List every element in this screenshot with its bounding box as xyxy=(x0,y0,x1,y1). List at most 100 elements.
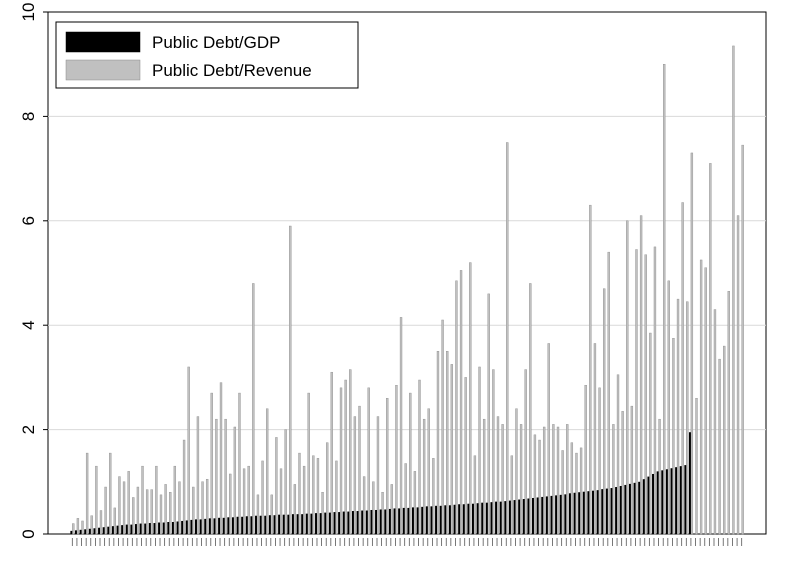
bar-debt-gdp xyxy=(319,513,322,534)
bar-debt-revenue xyxy=(182,439,186,535)
bar-debt-revenue xyxy=(362,476,366,535)
bar-debt-revenue xyxy=(261,460,264,535)
bar-debt-gdp xyxy=(407,507,410,534)
bar-debt-revenue xyxy=(192,486,195,535)
bar-debt-gdp xyxy=(398,508,401,534)
bar-debt-gdp xyxy=(508,500,511,534)
bar-debt-gdp xyxy=(347,511,350,534)
bar-debt-gdp xyxy=(310,513,313,534)
bar-debt-revenue xyxy=(159,494,163,535)
bar-debt-revenue xyxy=(732,45,735,535)
bar-debt-revenue xyxy=(598,387,601,535)
bar-debt-gdp xyxy=(453,504,456,534)
x-axis-ticks xyxy=(71,538,743,546)
bar-debt-revenue xyxy=(607,251,610,535)
bar-debt-revenue xyxy=(321,492,324,535)
bar-debt-gdp xyxy=(195,519,197,534)
bar-debt-revenue xyxy=(455,280,458,535)
bar-debt-gdp xyxy=(74,530,77,534)
bar-debt-gdp xyxy=(430,506,433,534)
bar-debt-gdp xyxy=(527,498,530,534)
bar-debt-revenue xyxy=(109,452,112,535)
bar-debt-revenue xyxy=(187,366,190,535)
bar-debt-gdp xyxy=(504,501,507,534)
bar-debt-gdp xyxy=(305,513,308,534)
bar-debt-gdp xyxy=(393,508,396,534)
bar-debt-revenue xyxy=(441,319,444,535)
bar-debt-gdp xyxy=(656,471,659,534)
bar-debt-gdp xyxy=(688,432,691,534)
bar-debt-gdp xyxy=(679,466,682,534)
bar-debt-gdp xyxy=(287,514,290,534)
bar-debt-revenue xyxy=(145,489,149,535)
bar-debt-revenue xyxy=(256,494,260,535)
bar-debt-revenue xyxy=(556,426,560,535)
bar-debt-gdp xyxy=(264,515,267,534)
bar-debt-revenue xyxy=(344,379,347,535)
bar-debt-revenue xyxy=(519,424,523,535)
bar-debt-gdp xyxy=(555,495,558,534)
bar-debt-revenue xyxy=(566,424,569,535)
bar-debt-revenue xyxy=(612,424,615,535)
bar-debt-gdp xyxy=(448,505,451,534)
bar-debt-gdp xyxy=(582,491,585,534)
bar-debt-gdp xyxy=(268,515,271,534)
bar-debt-revenue xyxy=(579,447,583,535)
bar-debt-gdp xyxy=(291,514,294,534)
bar-debt-revenue xyxy=(492,369,495,535)
bar-debt-revenue xyxy=(284,429,287,535)
bar-debt-revenue xyxy=(252,283,255,535)
y-tick-label: 0 xyxy=(19,529,38,538)
bar-debt-revenue xyxy=(289,225,292,535)
bar-debt-revenue xyxy=(90,515,93,535)
bar-debt-gdp xyxy=(573,492,576,534)
bar-debt-gdp xyxy=(633,482,636,534)
bar-debt-revenue xyxy=(686,301,689,535)
bar-debt-revenue xyxy=(76,518,80,535)
bar-debt-gdp xyxy=(439,505,442,534)
bar-debt-gdp xyxy=(476,503,479,534)
y-tick-label: 2 xyxy=(19,425,38,434)
bar-debt-gdp xyxy=(278,514,281,534)
bar-debt-gdp xyxy=(587,491,590,534)
bar-debt-revenue xyxy=(326,442,329,535)
bar-debt-revenue xyxy=(589,204,592,535)
y-tick-label: 4 xyxy=(19,320,38,329)
bar-debt-revenue xyxy=(510,455,514,535)
bar-debt-revenue xyxy=(372,481,375,535)
bar-debt-gdp xyxy=(148,523,151,534)
bar-debt-gdp xyxy=(652,473,654,534)
bar-debt-gdp xyxy=(130,524,133,534)
bar-debt-revenue xyxy=(524,369,527,535)
bar-debt-revenue xyxy=(132,497,135,535)
bar-debt-gdp xyxy=(485,502,488,534)
bar-debt-gdp xyxy=(167,521,170,534)
bar-debt-revenue xyxy=(330,371,333,535)
bar-debt-gdp xyxy=(421,506,424,534)
bar-debt-gdp xyxy=(425,506,428,534)
bar-debt-gdp xyxy=(462,504,465,534)
bar-debt-gdp xyxy=(471,503,474,534)
bar-debt-gdp xyxy=(610,488,613,534)
bar-debt-gdp xyxy=(296,514,299,534)
bar-debt-revenue xyxy=(709,163,712,535)
bar-debt-revenue xyxy=(302,465,306,535)
bar-debt-revenue xyxy=(704,267,707,535)
bar-debt-revenue xyxy=(353,416,357,535)
bar-debt-revenue xyxy=(229,473,232,535)
bar-debt-revenue xyxy=(699,259,703,535)
bar-debt-gdp xyxy=(550,495,553,534)
bar-debt-revenue xyxy=(663,63,666,535)
legend-swatch-debt-revenue xyxy=(65,59,141,81)
bar-debt-revenue xyxy=(85,452,89,535)
bar-debt-gdp xyxy=(675,467,678,534)
bar-debt-gdp xyxy=(481,502,484,534)
bar-debt-gdp xyxy=(111,526,114,534)
bar-debt-gdp xyxy=(536,497,539,534)
bar-debt-revenue xyxy=(418,379,421,535)
bar-debt-gdp xyxy=(559,494,562,534)
bars xyxy=(70,45,744,535)
bar-debt-revenue xyxy=(616,374,620,535)
bar-debt-gdp xyxy=(370,509,373,534)
bar-debt-gdp xyxy=(361,510,364,534)
